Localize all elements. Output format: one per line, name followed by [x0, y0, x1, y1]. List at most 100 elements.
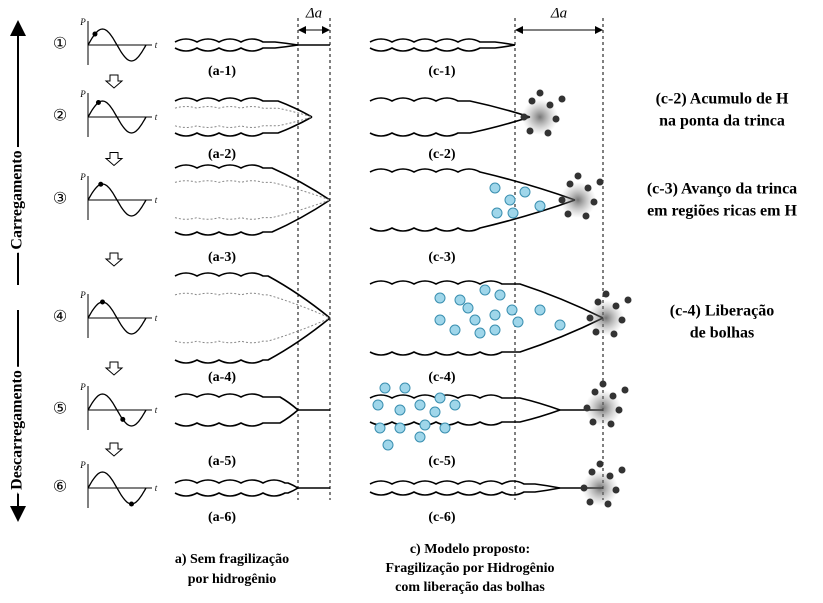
panel-label: (a-3) [208, 250, 236, 265]
load-curve [87, 183, 147, 217]
crack-edge [369, 199, 576, 232]
load-point [129, 501, 134, 507]
crack-edge [174, 97, 313, 118]
h-atom [574, 172, 582, 180]
h-atom [588, 468, 596, 476]
t-axis-label: t [155, 40, 158, 50]
t-axis-label: t [155, 112, 158, 122]
bubble [449, 399, 461, 411]
crack-edge [174, 44, 299, 52]
h-atom [594, 298, 602, 306]
h-atom [582, 212, 590, 220]
step-arrow [104, 442, 124, 457]
bubble [379, 382, 391, 394]
note: de bolhas [690, 325, 754, 342]
note: (c-3) Avanço da trinca [647, 181, 797, 198]
h-atom [592, 328, 600, 336]
h-atom [586, 498, 594, 506]
bubble [489, 324, 501, 336]
h-atom [621, 386, 629, 394]
crack-edge [174, 393, 299, 411]
crack-edge [174, 272, 331, 319]
crack-edge [174, 116, 313, 137]
load-point [95, 100, 101, 106]
loading-label: Carregamento [9, 150, 26, 249]
h-atom [526, 127, 534, 135]
caption: c) Modelo proposto: [410, 542, 530, 557]
bubble [454, 294, 466, 306]
crack-edge [369, 394, 561, 411]
h-atom [604, 500, 612, 508]
h-atom [584, 184, 592, 192]
load-curve [87, 301, 147, 335]
bubble [554, 319, 566, 331]
t-axis-label: t [155, 405, 158, 415]
bubble [504, 194, 516, 206]
h-atom [580, 484, 588, 492]
panel-label: (c-3) [428, 250, 456, 265]
bubble [382, 439, 394, 451]
note: (c-4) Liberação [670, 303, 774, 320]
bubble [512, 316, 524, 328]
load-point [92, 31, 98, 37]
h-atom [618, 466, 626, 474]
crack-edge [369, 38, 516, 46]
note: em regiões ricas em H [647, 203, 797, 220]
caption: por hidrogênio [188, 572, 277, 587]
h-atom [558, 196, 566, 204]
h-atom [609, 392, 617, 400]
p-axis-label: P [79, 382, 86, 392]
crack-edge [174, 199, 331, 236]
step-number: ② [53, 108, 67, 125]
h-atom [536, 89, 544, 97]
step-arrow [104, 74, 124, 89]
crack-edge [369, 317, 604, 356]
crack-edge [174, 317, 331, 344]
crack-edge [369, 116, 531, 137]
crack-edge [369, 487, 561, 496]
bubble [489, 182, 501, 194]
p-axis-label: P [79, 172, 86, 182]
h-atom [528, 97, 536, 105]
bubble [434, 292, 446, 304]
panel-label: (c-4) [428, 370, 456, 385]
crack-edge [369, 97, 531, 118]
h-atom [544, 129, 552, 137]
p-axis-label: P [79, 17, 86, 27]
t-axis-label: t [155, 195, 158, 205]
h-atom [589, 418, 597, 426]
crack-edge [174, 317, 331, 364]
crack-edge [369, 44, 516, 52]
crack-edge [174, 180, 331, 201]
panel-label: (a-5) [208, 454, 236, 469]
step-arrow [104, 152, 124, 167]
load-curve [87, 393, 147, 427]
bubble [494, 289, 506, 301]
h-atom [610, 330, 618, 338]
h-atom [615, 406, 623, 414]
h-atom [596, 178, 604, 186]
load-curve [87, 471, 147, 505]
bubble [372, 399, 384, 411]
crack-edge [174, 164, 331, 201]
unloading-label: Descarregamento [9, 370, 26, 490]
h-atom [583, 404, 591, 412]
step-number: ① [53, 36, 67, 53]
note: (c-2) Acumulo de H [656, 91, 789, 108]
crack-edge [174, 106, 313, 118]
step-number: ④ [53, 309, 67, 326]
t-axis-label: t [155, 483, 158, 493]
load-point [98, 181, 104, 187]
crack-edge [369, 480, 561, 489]
h-atom [602, 290, 610, 298]
h-atom [612, 302, 620, 310]
h-atom [596, 460, 604, 468]
caption: com liberação das bolhas [395, 580, 545, 595]
bubble [414, 431, 426, 443]
bubble [434, 392, 446, 404]
caption: a) Sem fragilização [175, 552, 289, 567]
load-point [100, 299, 105, 305]
panel-label: (a-1) [208, 64, 236, 79]
panel-label: (a-6) [208, 510, 236, 525]
crack-edge [369, 280, 604, 319]
